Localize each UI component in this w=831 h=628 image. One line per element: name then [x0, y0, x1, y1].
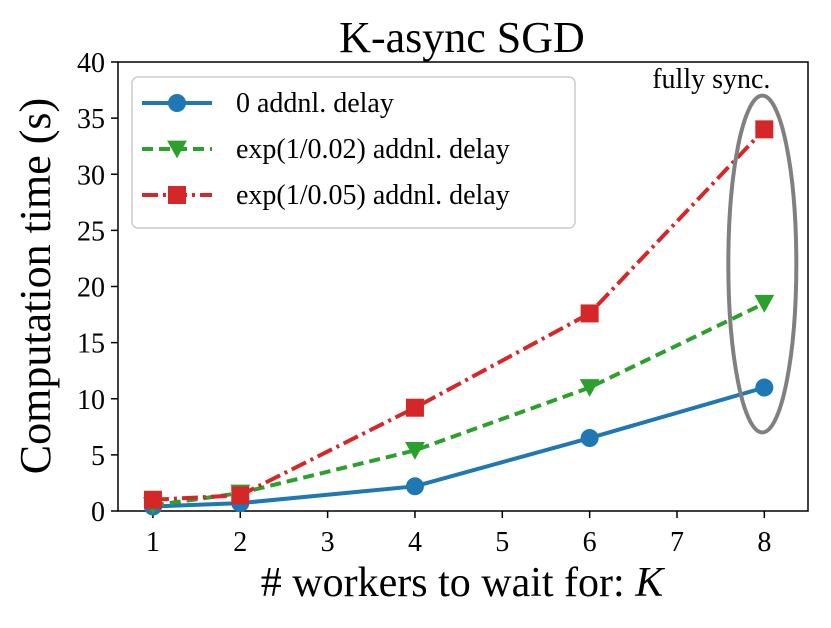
legend-marker [168, 186, 186, 204]
chart-title: K-async SGD [339, 13, 585, 62]
legend-item-0-addnl-delay: 0 addnl. delay [142, 88, 394, 119]
x-tick-label: 2 [233, 527, 247, 558]
legend-box [131, 76, 576, 229]
x-axis-label: # workers to wait for: K [261, 560, 665, 606]
y-tick-label: 40 [77, 48, 105, 79]
data-point [143, 490, 162, 509]
series-1 [143, 378, 774, 516]
legend-label: exp(1/0.05) addnl. delay [236, 180, 510, 211]
legend-marker [168, 94, 186, 112]
data-point [405, 398, 424, 417]
data-point [579, 379, 600, 397]
x-tick-label: 3 [321, 527, 335, 558]
legend-marker [167, 140, 187, 159]
y-axis-label: Computation time (s) [11, 98, 60, 474]
data-point [231, 486, 250, 505]
annotation-text: fully sync. [652, 64, 770, 95]
x-tick-label: 8 [757, 527, 771, 558]
series-2 [143, 294, 775, 515]
data-point [755, 120, 774, 139]
data-point [580, 429, 599, 448]
x-tick-label: 7 [670, 527, 684, 558]
y-tick-label: 15 [77, 329, 105, 360]
y-tick-label: 30 [77, 160, 105, 191]
x-axis-label-variable: K [634, 560, 665, 606]
x-tick-label: 6 [583, 527, 597, 558]
legend-label: exp(1/0.02) addnl. delay [236, 134, 510, 165]
y-tick-label: 20 [77, 273, 105, 304]
x-tick-label: 5 [495, 527, 509, 558]
y-tick-label: 35 [77, 104, 105, 135]
x-tick-label: 4 [408, 527, 422, 558]
series-3 [143, 120, 774, 509]
data-point [754, 294, 775, 313]
y-tick-label: 10 [77, 385, 105, 416]
data-point [405, 441, 425, 460]
x-tick-label: 1 [146, 527, 160, 558]
legend-label: 0 addnl. delay [236, 88, 394, 119]
x-axis-label-text: # workers to wait for: [261, 560, 635, 606]
data-point [580, 304, 599, 323]
y-tick-label: 25 [77, 216, 105, 247]
legend-item-exp-1-0-05-addnl-delay: exp(1/0.05) addnl. delay [142, 180, 510, 211]
y-tick-label: 0 [91, 497, 105, 528]
annotation-layer: fully sync. [652, 64, 799, 435]
legend: 0 addnl. delay exp(1/0.02) addnl. delay ex… [131, 76, 576, 229]
legend-item-exp-1-0-02-addnl-delay: exp(1/0.02) addnl. delay [142, 134, 510, 165]
y-tick-label: 5 [91, 441, 105, 472]
fully-sync-ellipse [726, 93, 799, 435]
plot-area: 1 2 3 4 5 6 7 8 0 5 10 15 20 25 30 35 40 [77, 48, 809, 558]
data-point [755, 378, 774, 397]
data-point [405, 477, 424, 496]
